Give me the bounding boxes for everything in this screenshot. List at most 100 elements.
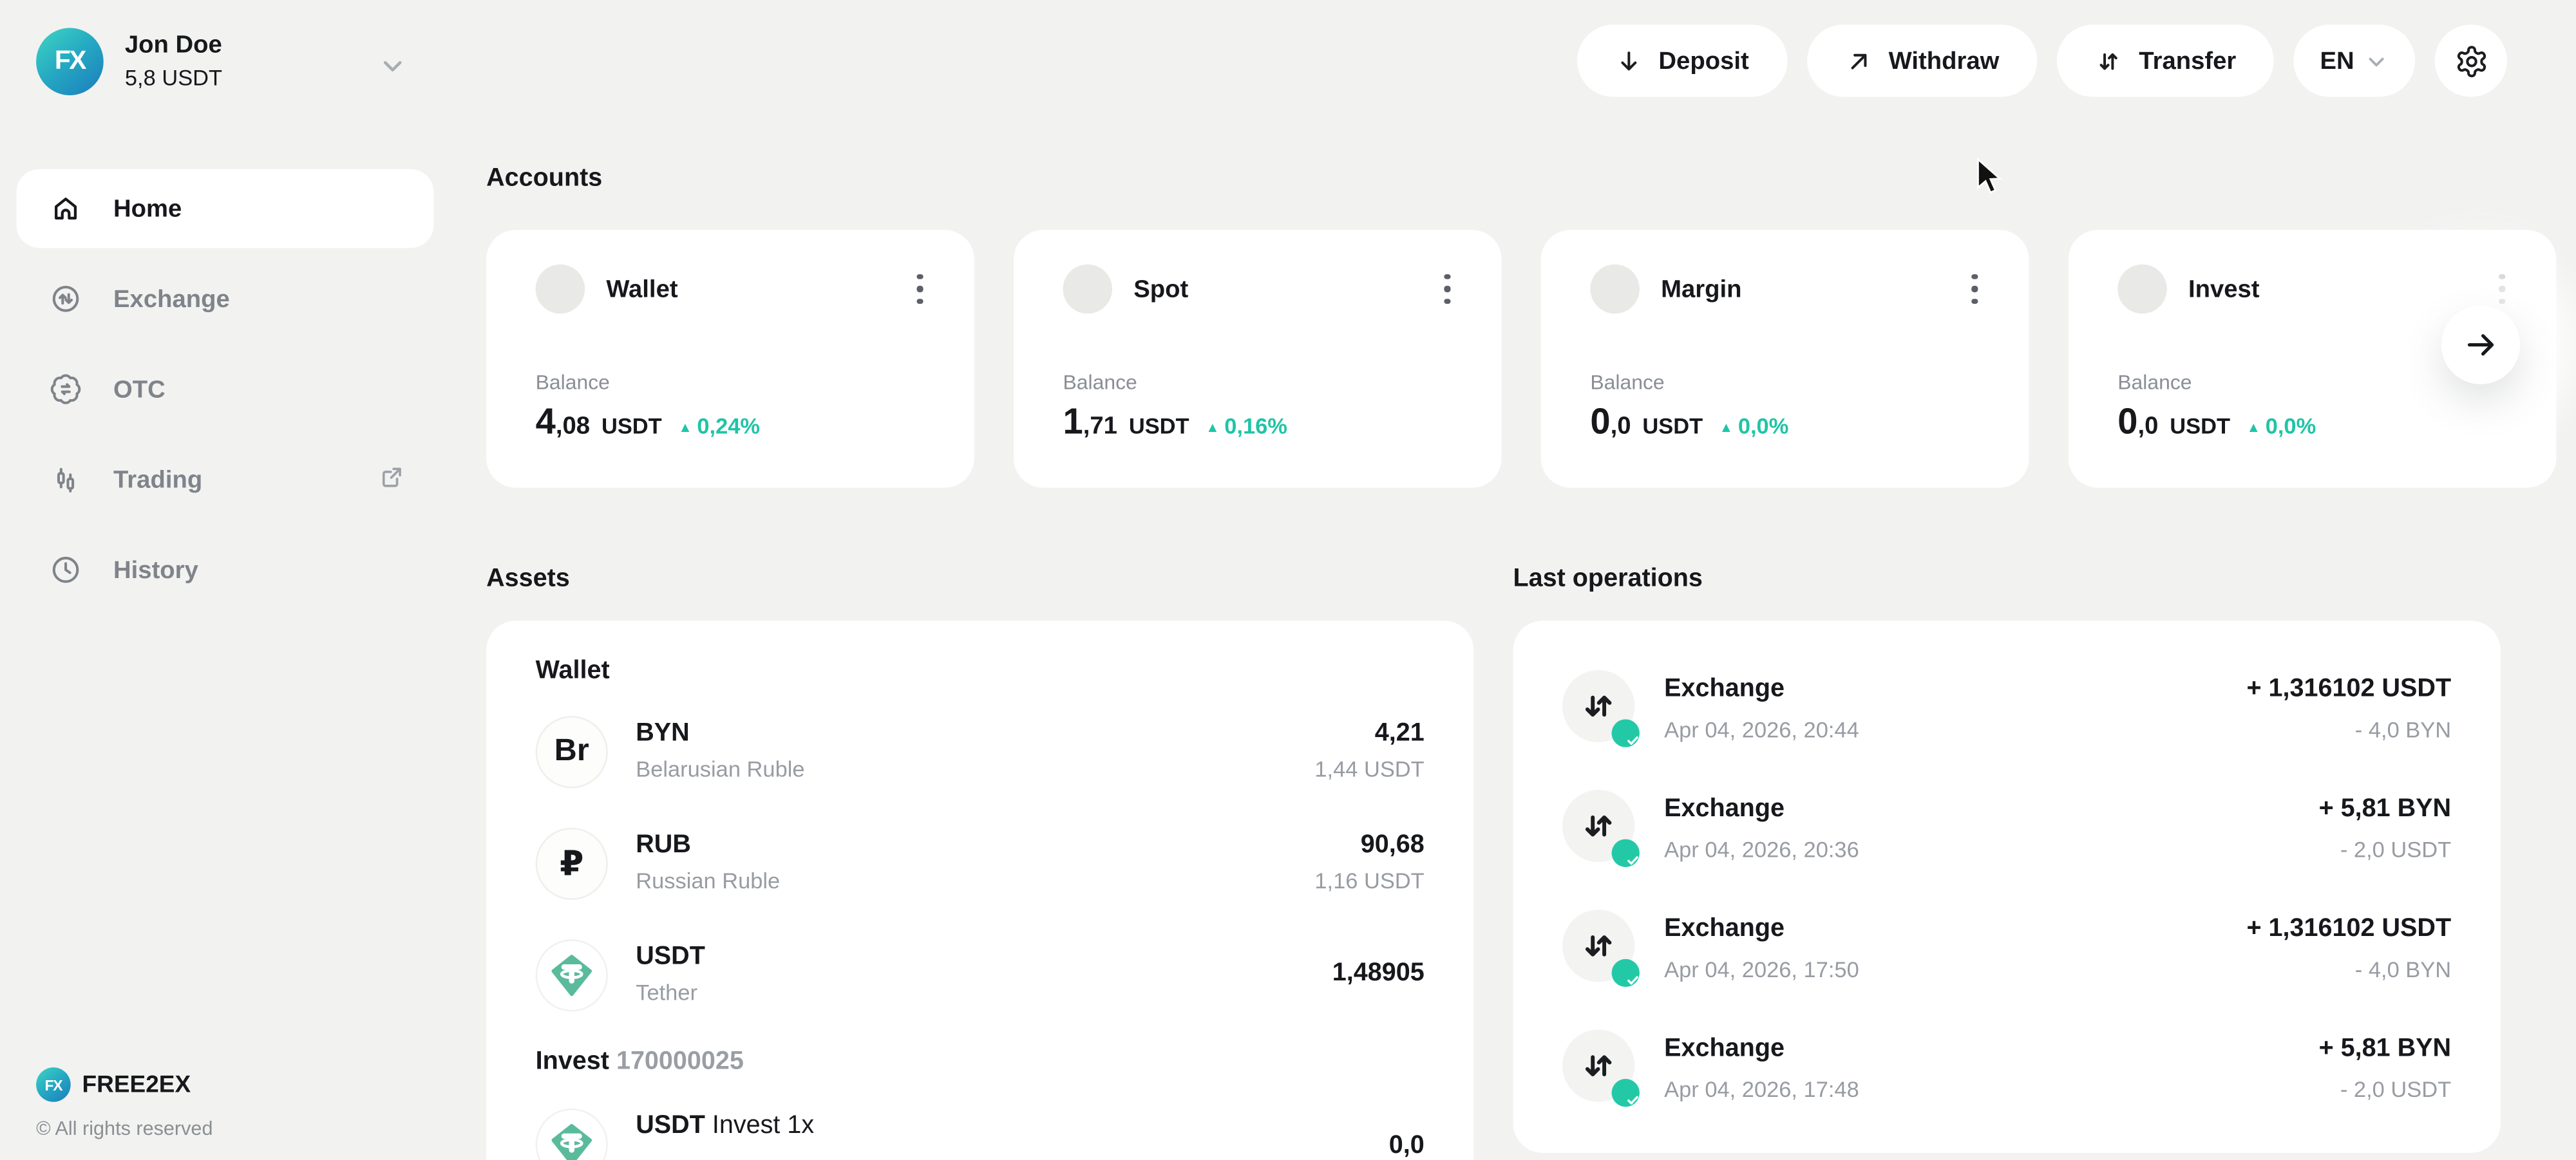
rub-currency-icon: ₽ xyxy=(535,827,608,900)
assets-panel: Wallet Br BYN Belarusian Ruble 4,21 1,44… xyxy=(486,621,1474,1160)
account-card-wallet[interactable]: Wallet Balance 4,08 USDT ▲ 0,24% xyxy=(486,230,974,488)
account-cards-row: Wallet Balance 4,08 USDT ▲ 0,24% Spot Bal… xyxy=(486,230,2557,488)
brand-footer: FX FREE2EX © All rights reserved xyxy=(36,1067,213,1139)
kebab-menu-icon[interactable] xyxy=(1432,268,1462,310)
asset-code: USDT Invest 1x xyxy=(636,1112,815,1140)
withdraw-button[interactable]: Withdraw xyxy=(1806,24,2038,97)
byn-currency-icon: Br xyxy=(535,716,608,789)
account-name: Margin xyxy=(1661,275,1742,303)
sidebar-item-exchange[interactable]: Exchange xyxy=(17,259,434,338)
arrow-up-right-icon xyxy=(1844,47,1872,75)
brand-name: FREE2EX xyxy=(82,1071,191,1098)
operation-row[interactable]: Exchange Apr 04, 2026, 17:50 + 1,316102 … xyxy=(1562,910,2451,998)
asset-row-byn[interactable]: Br BYN Belarusian Ruble 4,21 1,44 USDT xyxy=(535,716,1425,789)
account-placeholder-icon xyxy=(535,264,585,314)
header-actions: Deposit Withdraw Transfer EN xyxy=(1576,24,2507,97)
operation-credit: + 1,316102 USDT xyxy=(2246,914,2452,943)
balance-change: 0,0% xyxy=(2265,413,2316,439)
sidebar-item-label: Exchange xyxy=(113,285,230,313)
asset-code: USDT xyxy=(636,942,705,971)
operation-date: Apr 04, 2026, 20:44 xyxy=(1664,717,1859,743)
balance-currency: USDT xyxy=(1642,413,1703,439)
arrow-down-icon xyxy=(1615,47,1642,75)
deposit-label: Deposit xyxy=(1658,46,1749,75)
scroll-right-button[interactable] xyxy=(2441,305,2521,384)
exchange-operation-icon xyxy=(1562,669,1640,747)
kebab-menu-icon[interactable] xyxy=(905,268,935,310)
asset-name: Tether xyxy=(636,980,697,1006)
operation-debit: - 4,0 BYN xyxy=(2354,717,2452,743)
operations-panel: Exchange Apr 04, 2026, 20:44 + 1,316102 … xyxy=(1513,621,2501,1153)
asset-row-usdt[interactable]: USDT Tether 1,48905 xyxy=(535,939,1425,1012)
account-card-margin[interactable]: Margin Balance 0,0 USDT ▲ 0,0% xyxy=(1540,230,2029,488)
operation-row[interactable]: Exchange Apr 04, 2026, 20:44 + 1,316102 … xyxy=(1562,669,2452,759)
external-link-icon[interactable] xyxy=(378,463,406,491)
transfer-button[interactable]: Transfer xyxy=(2056,24,2275,97)
user-meta: Jon Doe 5,8 USDT xyxy=(125,33,222,90)
asset-code: BYN xyxy=(636,719,690,747)
balance-int: 4 xyxy=(535,400,556,442)
balance-change: 0,0% xyxy=(1738,413,1789,439)
language-selector[interactable]: EN xyxy=(2293,24,2415,97)
withdraw-label: Withdraw xyxy=(1888,46,2000,75)
sidebar-item-label: Trading xyxy=(113,465,203,494)
success-check-icon xyxy=(1611,839,1640,867)
balance-change: 0,16% xyxy=(1224,413,1287,439)
invest-label: Invest xyxy=(535,1047,609,1076)
balance-change: 0,24% xyxy=(697,413,761,439)
operations-heading: Last operations xyxy=(1513,565,1703,593)
operation-date: Apr 04, 2026, 17:48 xyxy=(1664,1077,1859,1102)
triangle-up-icon: ▲ xyxy=(1719,418,1734,436)
balance-currency: USDT xyxy=(601,413,662,439)
operation-type: Exchange xyxy=(1664,794,1785,823)
asset-amount: 0,0 xyxy=(1388,1131,1425,1160)
exchange-circle-icon xyxy=(50,283,82,315)
accounts-heading: Accounts xyxy=(486,164,603,192)
asset-row-rub[interactable]: ₽ RUB Russian Ruble 90,68 1,16 USDT xyxy=(535,827,1425,900)
transfer-arrows-icon xyxy=(2094,47,2122,75)
success-check-icon xyxy=(1611,1079,1640,1107)
balance-label: Balance xyxy=(1590,371,1665,395)
assets-wallet-subheading: Wallet xyxy=(535,657,610,685)
settings-button[interactable] xyxy=(2434,24,2507,97)
user-menu[interactable]: FX Jon Doe 5,8 USDT xyxy=(36,28,222,95)
sidebar-item-home[interactable]: Home xyxy=(16,169,434,248)
operation-row[interactable]: Exchange Apr 04, 2026, 17:48 + 5,81 BYN … xyxy=(1562,1029,2451,1118)
otc-badge-icon xyxy=(50,373,82,406)
balance-dec: ,0 xyxy=(2137,412,2159,440)
asset-amount: 1,48905 xyxy=(1332,959,1425,987)
balance-label: Balance xyxy=(2117,371,2192,395)
tether-icon xyxy=(535,939,608,1012)
sidebar-item-otc[interactable]: OTC xyxy=(17,350,434,428)
sidebar-item-history[interactable]: History xyxy=(17,530,434,609)
account-card-spot[interactable]: Spot Balance 1,71 USDT ▲ 0,16% xyxy=(1013,230,1502,488)
asset-row-usdt-invest[interactable]: USDT Invest 1x 0,0 xyxy=(535,1108,1425,1160)
exchange-operation-icon xyxy=(1562,1029,1640,1107)
balance-row: 4,08 USDT ▲ 0,24% xyxy=(536,400,760,443)
account-placeholder-icon xyxy=(1590,264,1640,314)
operation-row[interactable]: Exchange Apr 04, 2026, 20:36 + 5,81 BYN … xyxy=(1562,790,2451,879)
sidebar: Home Exchange OTC Trading xyxy=(16,169,434,621)
balance-dec: ,71 xyxy=(1083,412,1117,440)
deposit-button[interactable]: Deposit xyxy=(1576,24,1787,97)
clock-icon xyxy=(50,554,82,586)
balance-label: Balance xyxy=(1063,371,1137,395)
user-avatar[interactable]: FX xyxy=(36,28,104,95)
gear-icon xyxy=(2454,44,2488,79)
sidebar-item-trading[interactable]: Trading xyxy=(17,440,434,519)
success-check-icon xyxy=(1611,719,1640,747)
balance-currency: USDT xyxy=(2170,413,2231,439)
balance-int: 0 xyxy=(1590,400,1611,442)
kebab-menu-icon[interactable] xyxy=(1960,268,1989,310)
operation-type: Exchange xyxy=(1664,914,1785,943)
asset-name: Russian Ruble xyxy=(636,868,781,893)
copyright-text: © All rights reserved xyxy=(36,1116,213,1140)
invest-account-number: 170000025 xyxy=(616,1047,744,1076)
chevron-down-icon[interactable] xyxy=(378,51,408,80)
operation-credit: + 1,316102 USDT xyxy=(2246,675,2452,703)
user-name: Jon Doe xyxy=(124,32,222,60)
balance-dec: ,08 xyxy=(555,412,591,440)
candlestick-icon xyxy=(50,463,82,496)
asset-amount: 90,68 xyxy=(1360,830,1425,859)
triangle-up-icon: ▲ xyxy=(1206,418,1220,436)
